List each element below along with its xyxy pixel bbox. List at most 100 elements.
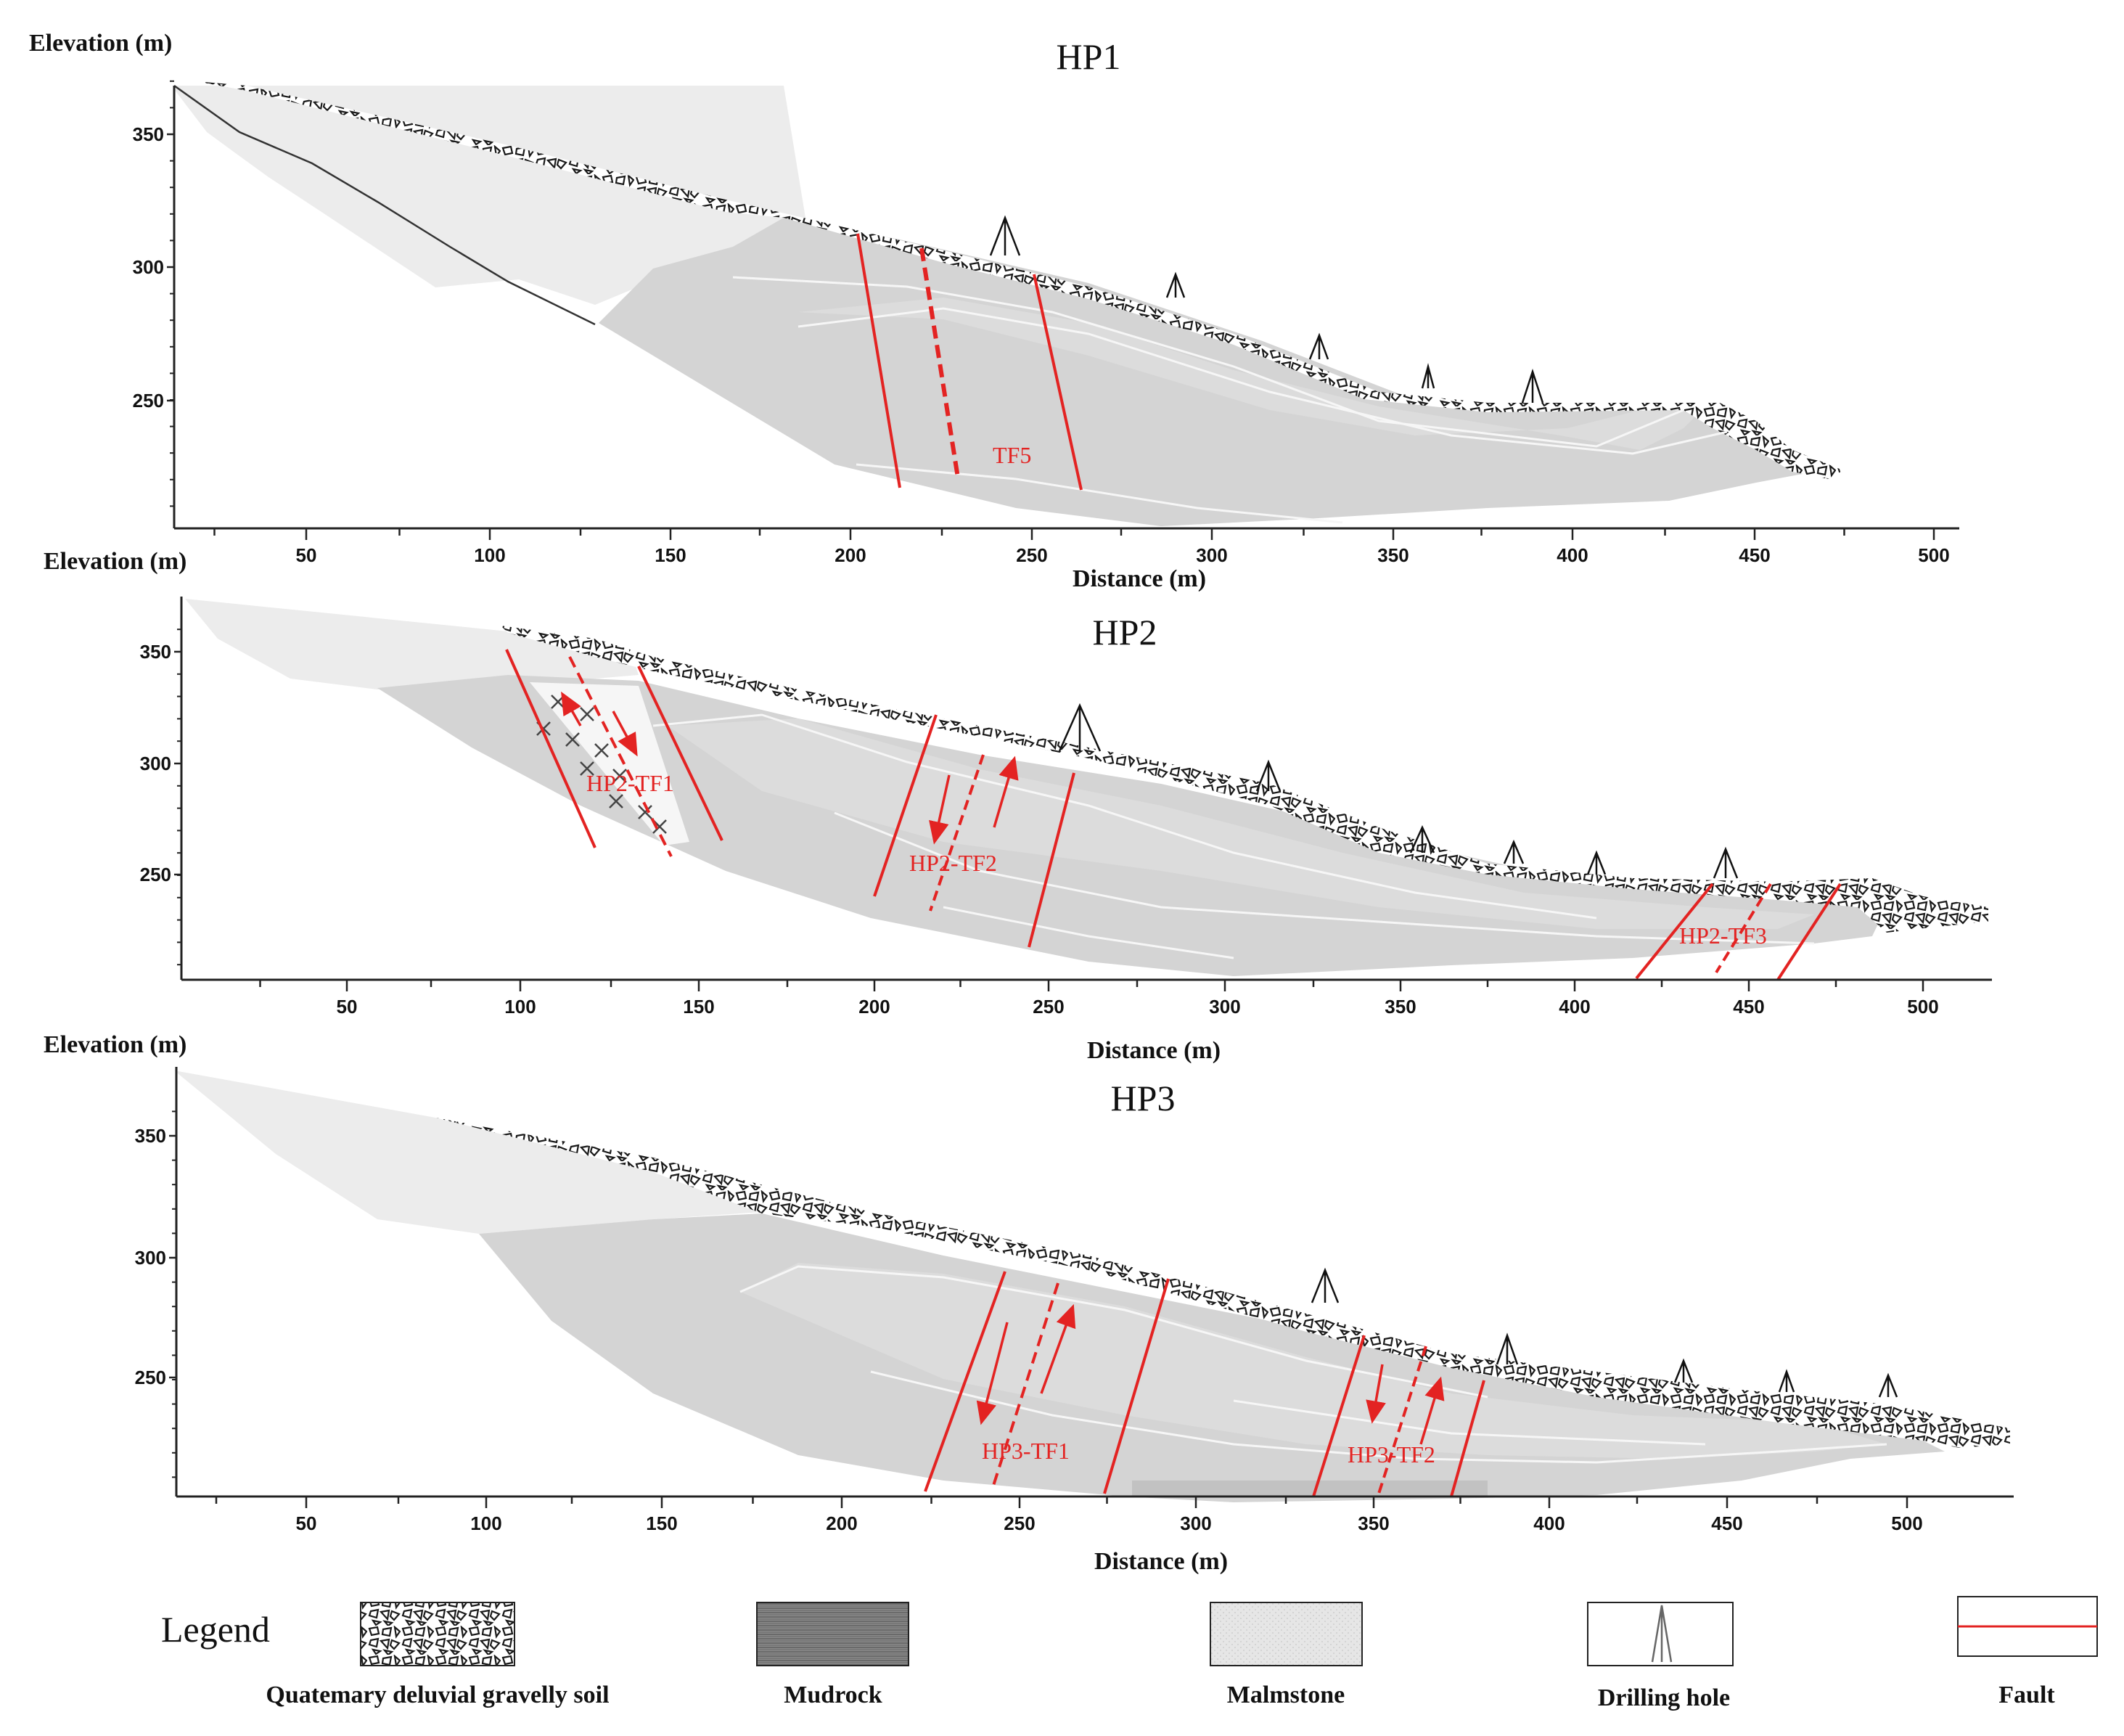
dark-hatch-fill-icon [756, 1602, 909, 1666]
drill-hole-icon [1521, 368, 1544, 404]
drill-hole-icon [1503, 839, 1525, 864]
fault-label: HP3-TF1 [982, 1438, 1070, 1464]
inner-zone [668, 718, 1814, 929]
y-tick-label: 350 [133, 123, 164, 145]
drill-hole-icon [1586, 850, 1607, 875]
inner-zone [740, 1263, 1887, 1459]
fault-line [1033, 274, 1083, 491]
drill-hole-icon [1878, 1372, 1898, 1398]
fault-line [856, 233, 901, 488]
shear-zone-marks [536, 695, 667, 834]
x-tick-label: 250 [1004, 1512, 1035, 1534]
fault-line-dashed [929, 754, 985, 912]
fault-line-dashed [1715, 883, 1772, 974]
x-tick-label: 100 [504, 996, 536, 1018]
light-dot-fill-icon [1210, 1602, 1363, 1666]
x-axis-ticks: 50 100 150 200 250 300 350 400 450 500 [259, 980, 1939, 1018]
x-tick-label: 50 [296, 1512, 317, 1534]
slip-arrow [1419, 1376, 1445, 1445]
x-tick-label: 300 [1209, 996, 1240, 1018]
gravel-layer [196, 81, 1843, 479]
fault-line [1312, 1335, 1366, 1497]
panel-hp3: Elevation (m) HP3 [44, 1031, 2014, 1575]
x-tick-label: 300 [1180, 1512, 1211, 1534]
legend-label: Quatemary deluvial gravelly soil [266, 1682, 609, 1708]
malmstone-layer [174, 89, 805, 305]
fault-label: HP2-TF1 [586, 770, 674, 796]
x-tick-label: 450 [1739, 544, 1770, 566]
panel-3-title: HP3 [1111, 1078, 1176, 1118]
slip-arrow [929, 774, 951, 845]
slip-arrow [612, 711, 638, 757]
drill-hole-icon [1673, 1358, 1694, 1383]
y-tick-label: 300 [133, 256, 164, 278]
x-tick-label: 250 [1033, 996, 1064, 1018]
inner-zone [798, 298, 1705, 450]
fault-line [1776, 883, 1842, 981]
panel-1-ylabel: Elevation (m) [29, 30, 172, 57]
y-tick-label: 350 [135, 1125, 166, 1147]
x-tick-label: 500 [1907, 996, 1938, 1018]
x-tick-label: 200 [826, 1512, 857, 1534]
fault-line [637, 666, 723, 841]
fault-line-dashed [568, 656, 673, 857]
x-tick-label: 400 [1533, 1512, 1565, 1534]
panel-hp1: Elevation (m) HP1 TF5 [29, 30, 1959, 592]
axes [173, 86, 1959, 530]
gravel-layer [501, 626, 1988, 933]
panel-1-title: HP1 [1057, 36, 1121, 77]
drill-hole-icon [989, 215, 1021, 256]
x-tick-label: 350 [1358, 1512, 1389, 1534]
x-tick-label: 250 [1016, 544, 1047, 566]
fault-line [924, 1271, 1006, 1492]
legend-title: Legend [161, 1609, 270, 1650]
malmstone-layer [185, 599, 639, 689]
x-tick-label: 100 [470, 1512, 501, 1534]
panel-2-ylabel: Elevation (m) [44, 548, 186, 575]
drill-hole-icon [1311, 1267, 1340, 1303]
x-tick-label: 150 [683, 996, 714, 1018]
contour-lines [652, 713, 1815, 959]
fault-line [1635, 883, 1714, 980]
malmstone-layer [174, 1070, 762, 1234]
x-tick-label: 400 [1559, 996, 1590, 1018]
drill-hole-icon [1496, 1332, 1519, 1365]
drill-hole-icon [1409, 824, 1435, 853]
panel-hp2: Elevation (m) HP2 [44, 548, 1992, 1064]
x-tick-label: 50 [337, 996, 358, 1018]
drill-symbol-icon [1651, 1605, 1673, 1663]
panel-1-xlabel: Distance (m) [1073, 565, 1206, 592]
fault-line [505, 649, 596, 848]
fault-label: TF5 [993, 442, 1031, 468]
gravel-layer [435, 1118, 2010, 1448]
y-tick-label: 250 [133, 390, 164, 412]
panel-3-xlabel: Distance (m) [1094, 1548, 1228, 1575]
slip-arrow [561, 691, 582, 726]
x-tick-label: 350 [1385, 996, 1416, 1018]
fault-line-dashed [1377, 1346, 1427, 1494]
x-tick-label: 100 [474, 544, 505, 566]
drill-hole-icon [1165, 271, 1186, 298]
drill-hole-icon [1421, 363, 1435, 389]
legend-label: Drilling hole [1598, 1684, 1730, 1711]
y-tick-label: 300 [135, 1247, 166, 1269]
slip-arrow [1366, 1364, 1386, 1424]
drill-hole-icon [1713, 846, 1739, 879]
y-axis-ticks: 350 300 250 [133, 80, 174, 507]
y-tick-label: 300 [140, 753, 171, 774]
legend-label: Malmstone [1227, 1682, 1345, 1708]
fault-label: HP2-TF3 [1679, 922, 1767, 949]
mudrock-strip [1132, 1481, 1488, 1497]
mudrock-zone [530, 682, 689, 846]
y-tick-label: 350 [140, 641, 171, 663]
x-tick-label: 200 [835, 544, 866, 566]
x-tick-label: 200 [858, 996, 890, 1018]
axes [180, 597, 1992, 981]
fault-line [873, 714, 938, 897]
x-tick-label: 350 [1377, 544, 1409, 566]
contour-lines [732, 276, 1728, 524]
x-tick-label: 150 [655, 544, 686, 566]
fault-line [1103, 1278, 1170, 1494]
x-tick-label: 450 [1711, 1512, 1742, 1534]
